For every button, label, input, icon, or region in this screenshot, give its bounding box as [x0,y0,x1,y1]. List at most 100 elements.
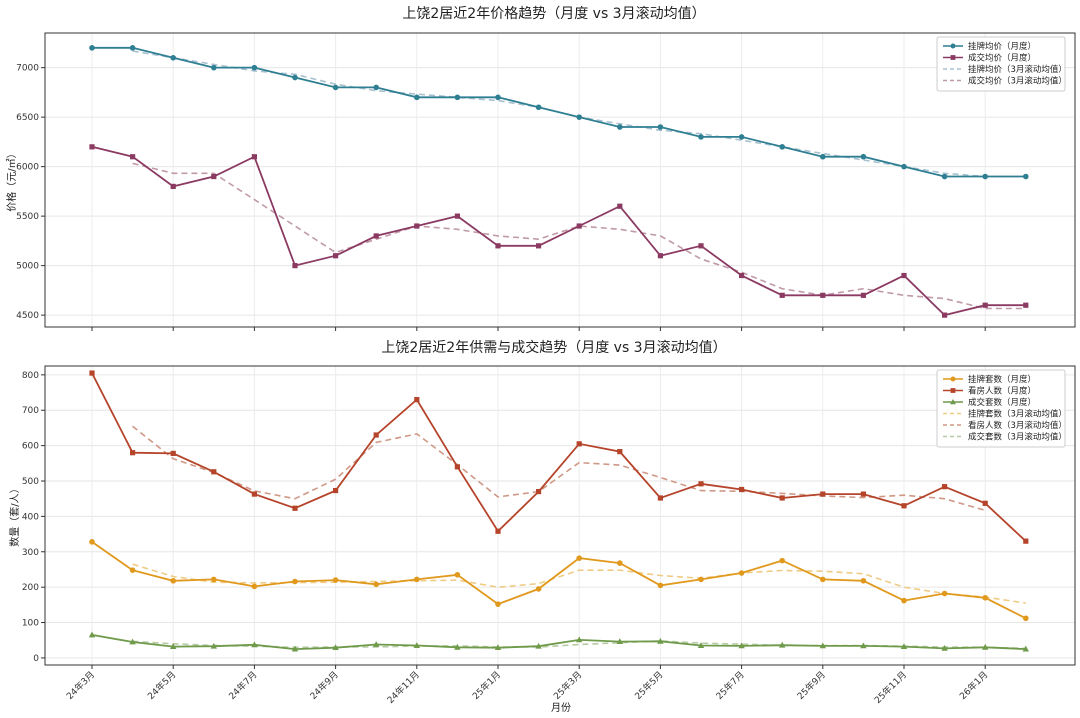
data-point [941,173,948,180]
data-point [941,590,948,597]
volume-chart: 0 100 200 300 400 500 600 700 800 24年3月 24年5月 24年7月… [22,365,1076,706]
data-point [332,644,339,651]
series-line [91,372,1027,542]
data-point [333,253,339,259]
data-point [292,578,298,585]
legend-label: 成交均价（3月滚动均值） [968,76,1067,87]
data-point [657,637,664,644]
data-point [617,203,623,209]
legend-label: 看房人数（月度） [968,386,1036,397]
legend-marker [950,55,956,60]
data-point [698,576,704,583]
y-tick-label: 500 [22,477,39,487]
data-point [657,495,663,501]
data-point [860,491,866,497]
y-tick-label: 5000 [16,262,39,272]
price-y-axis-label: 价格（元/㎡） [5,148,18,211]
legend-marker [950,43,956,49]
data-point [536,489,542,495]
legend-box [936,36,1066,92]
volume-chart-title: 上饶2居近2年供需与成交趋势（月度 vs 3月滚动均值） [381,339,726,356]
series-line [132,425,986,512]
data-point [1023,615,1029,622]
data-point [170,643,177,649]
legend-label: 挂牌均价（3月滚动均值） [968,64,1067,75]
data-point [211,576,217,583]
data-point [495,528,501,534]
x-tick-label: 25年1月 [470,669,503,702]
data-point [535,642,542,649]
data-point [292,74,298,81]
x-tick-label: 26年1月 [957,669,990,702]
data-point [129,45,136,51]
x-tick-label: 24年7月 [226,669,259,702]
data-point [454,213,460,219]
data-point [779,495,785,501]
data-point [779,292,785,298]
data-point [860,153,867,160]
data-point [697,642,705,648]
data-point [982,173,988,180]
data-point [982,594,988,601]
x-tick-label: 24年5月 [145,669,178,702]
data-point [942,312,948,318]
data-point [170,54,176,61]
legend-label: 成交套数（3月滚动均值） [968,432,1067,443]
data-point [982,302,988,308]
legend-label: 挂牌套数（月度） [968,374,1036,385]
data-point [576,441,582,447]
volume-y-axis-label: 数量（套/人） [8,483,21,546]
x-tick-label: 25年7月 [713,669,746,702]
data-point [1022,645,1029,652]
x-axis-label: 月份 [551,702,571,714]
data-point [900,643,908,649]
plot-frame [44,365,1076,666]
data-point [576,114,582,120]
data-point [617,124,623,130]
data-point [251,64,258,71]
series-line [92,46,1026,178]
y-tick-label: 200 [22,583,39,593]
plot-frame [44,32,1076,328]
data-point [373,432,379,438]
data-point [982,500,988,506]
y-tick-label: 4500 [16,311,39,321]
data-point [819,642,826,649]
y-tick-label: 6000 [16,163,39,173]
data-point [373,581,380,588]
data-point [657,124,664,130]
data-point [901,597,907,604]
data-point [576,555,582,561]
data-point [616,638,623,645]
data-point [129,567,136,573]
data-point [454,571,461,578]
data-point [373,84,380,91]
data-point [494,644,502,651]
price-chart-title: 上饶2居近2年价格趋势（月度 vs 3月滚动均值） [402,5,705,22]
data-point [941,644,948,651]
data-point [779,641,786,648]
data-point [576,636,583,643]
data-point [535,104,542,111]
data-point [88,631,96,638]
data-point [820,576,826,583]
data-point [576,223,582,229]
data-point [495,243,501,249]
data-point [414,397,420,403]
x-tick-label: 25年3月 [551,669,584,702]
legend-label: 成交套数（月度） [968,397,1036,408]
x-tick-label: 25年5月 [632,669,665,702]
data-point [739,272,745,279]
data-point [332,84,339,91]
x-tick-label: 24年9月 [307,669,340,702]
data-point [251,491,257,497]
data-point [657,582,664,589]
data-point [901,503,907,509]
data-point [292,505,298,511]
data-point [170,577,176,584]
data-point [170,183,176,190]
data-point [536,243,542,249]
data-point [860,642,867,649]
x-tick-label: 25年11月 [872,669,909,706]
